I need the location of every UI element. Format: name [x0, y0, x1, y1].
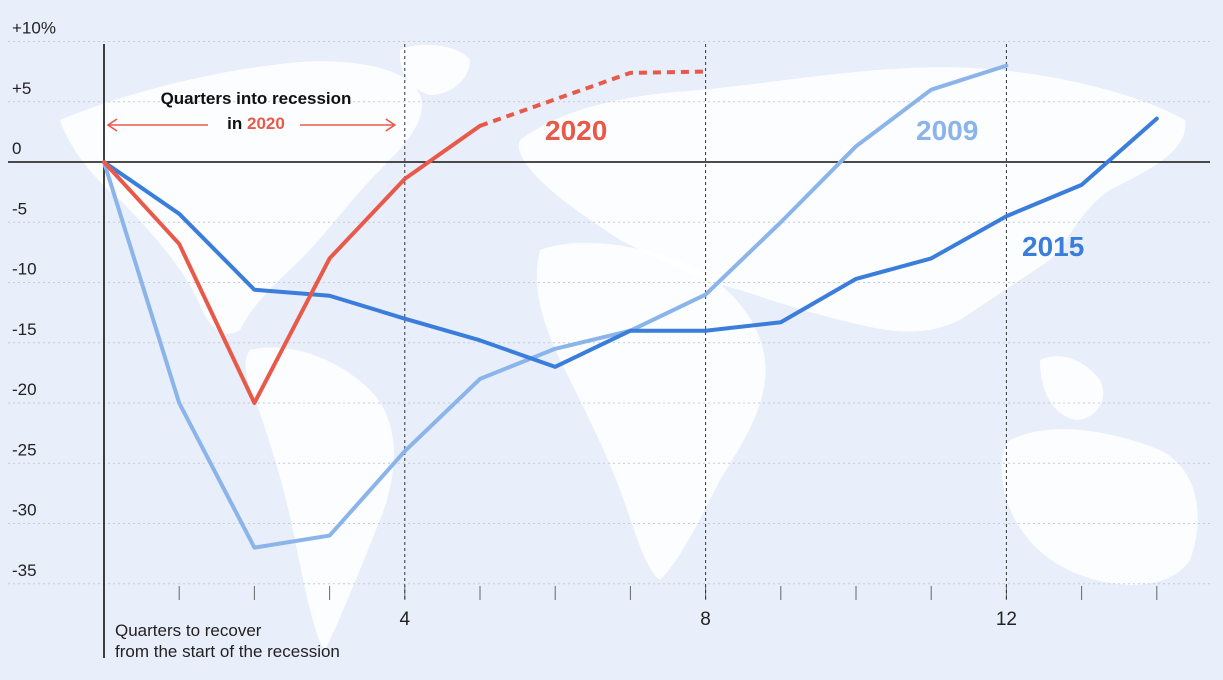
annotation-title: Quarters into recession: [161, 89, 352, 108]
series-line-2020-projected: [479, 69, 706, 128]
axes: [8, 44, 1210, 658]
annotation: Quarters into recession in 2020: [106, 89, 397, 133]
x-tick-label-0: 4: [400, 609, 411, 630]
series-lines: [102, 63, 1159, 550]
y-tick-label-0: +10%: [12, 19, 56, 38]
y-tick-label-4: -10: [12, 260, 37, 279]
annotation-arrows: [106, 118, 397, 132]
x-tick-label-1: 8: [700, 609, 711, 630]
y-tick-label-6: -20: [12, 380, 37, 399]
series-line-2020: [102, 123, 482, 405]
x-axis-ticks: 4 8 12: [178, 44, 1158, 630]
x-tick-label-2: 12: [996, 609, 1017, 630]
annotation-arrowhead-left: [106, 118, 118, 132]
x-axis-label-line-2: from the start of the recession: [115, 642, 340, 661]
y-tick-label-3: -5: [12, 199, 27, 218]
y-tick-label-5: -15: [12, 320, 37, 339]
y-axis-ticks: +10% +5 0 -5 -10 -15 -20 -25 -30 -35: [12, 19, 56, 580]
series-line-2009: [102, 63, 1009, 550]
y-tick-label-9: -35: [12, 561, 37, 580]
series-label-2020: 2020: [545, 115, 607, 146]
world-map-background: [60, 44, 1198, 650]
annotation-prefix: in: [227, 114, 247, 133]
annotation-arrowhead-right: [385, 118, 397, 132]
annotation-subtitle: in 2020: [227, 114, 285, 133]
y-tick-label-8: -30: [12, 501, 37, 520]
series-line-2015: [102, 116, 1159, 369]
annotation-highlight: 2020: [247, 114, 285, 133]
y-tick-label-2: 0: [12, 139, 21, 158]
series-label-2009: 2009: [916, 115, 978, 146]
series-labels: 2009 2015 2020: [545, 115, 1084, 262]
y-tick-label-7: -25: [12, 440, 37, 459]
series-label-2015: 2015: [1022, 231, 1084, 262]
y-tick-label-1: +5: [12, 79, 31, 98]
x-axis-label-line-1: Quarters to recover: [115, 621, 262, 640]
